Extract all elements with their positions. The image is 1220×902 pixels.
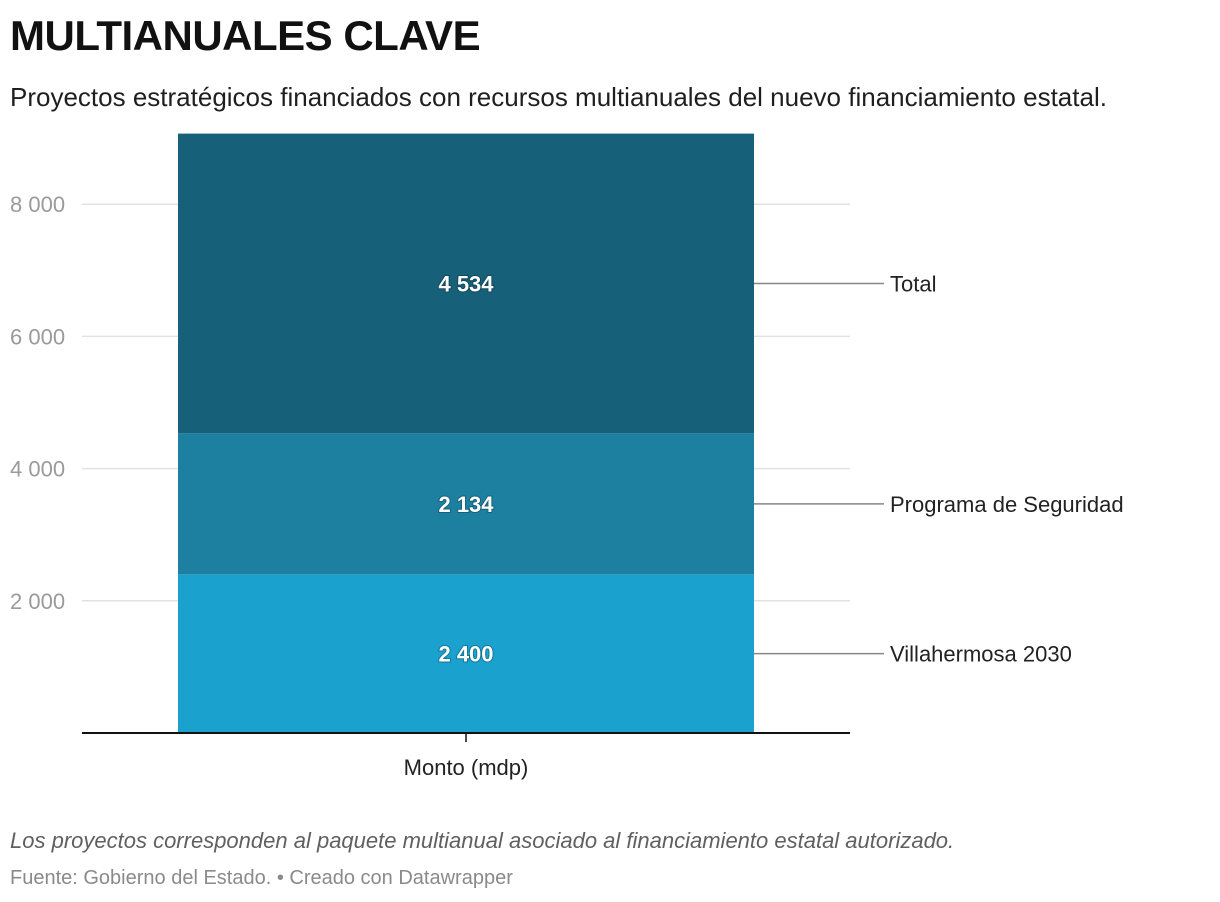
- data-label: 2 134: [438, 492, 494, 517]
- chart-source: Fuente: Gobierno del Estado. • Creado co…: [10, 867, 513, 889]
- chart-subtitle: Proyectos estratégicos financiados con r…: [10, 82, 1107, 112]
- series-label: Programa de Seguridad: [890, 492, 1124, 517]
- bar-segment: [178, 433, 754, 575]
- y-tick-label: 4 000: [10, 457, 65, 482]
- data-label: 2 400: [438, 642, 493, 667]
- chart-notes: Los proyectos corresponden al paquete mu…: [10, 828, 955, 853]
- series-label: Total: [890, 271, 936, 296]
- bar-segment: [178, 574, 754, 733]
- series-label: Villahermosa 2030: [890, 642, 1072, 667]
- y-tick-label: 2 000: [10, 589, 65, 614]
- chart-title: MULTIANUALES CLAVE: [10, 12, 481, 59]
- y-tick-label: 6 000: [10, 324, 65, 349]
- y-tick-label: 8 000: [10, 192, 65, 217]
- x-category-label: Monto (mdp): [404, 755, 529, 780]
- bar-segment: [178, 133, 754, 434]
- data-label: 4 534: [438, 271, 494, 296]
- stacked-bar-chart: 2 000 4 000 6 000 8 000 2 400 Villahermosa 20…: [10, 133, 1124, 780]
